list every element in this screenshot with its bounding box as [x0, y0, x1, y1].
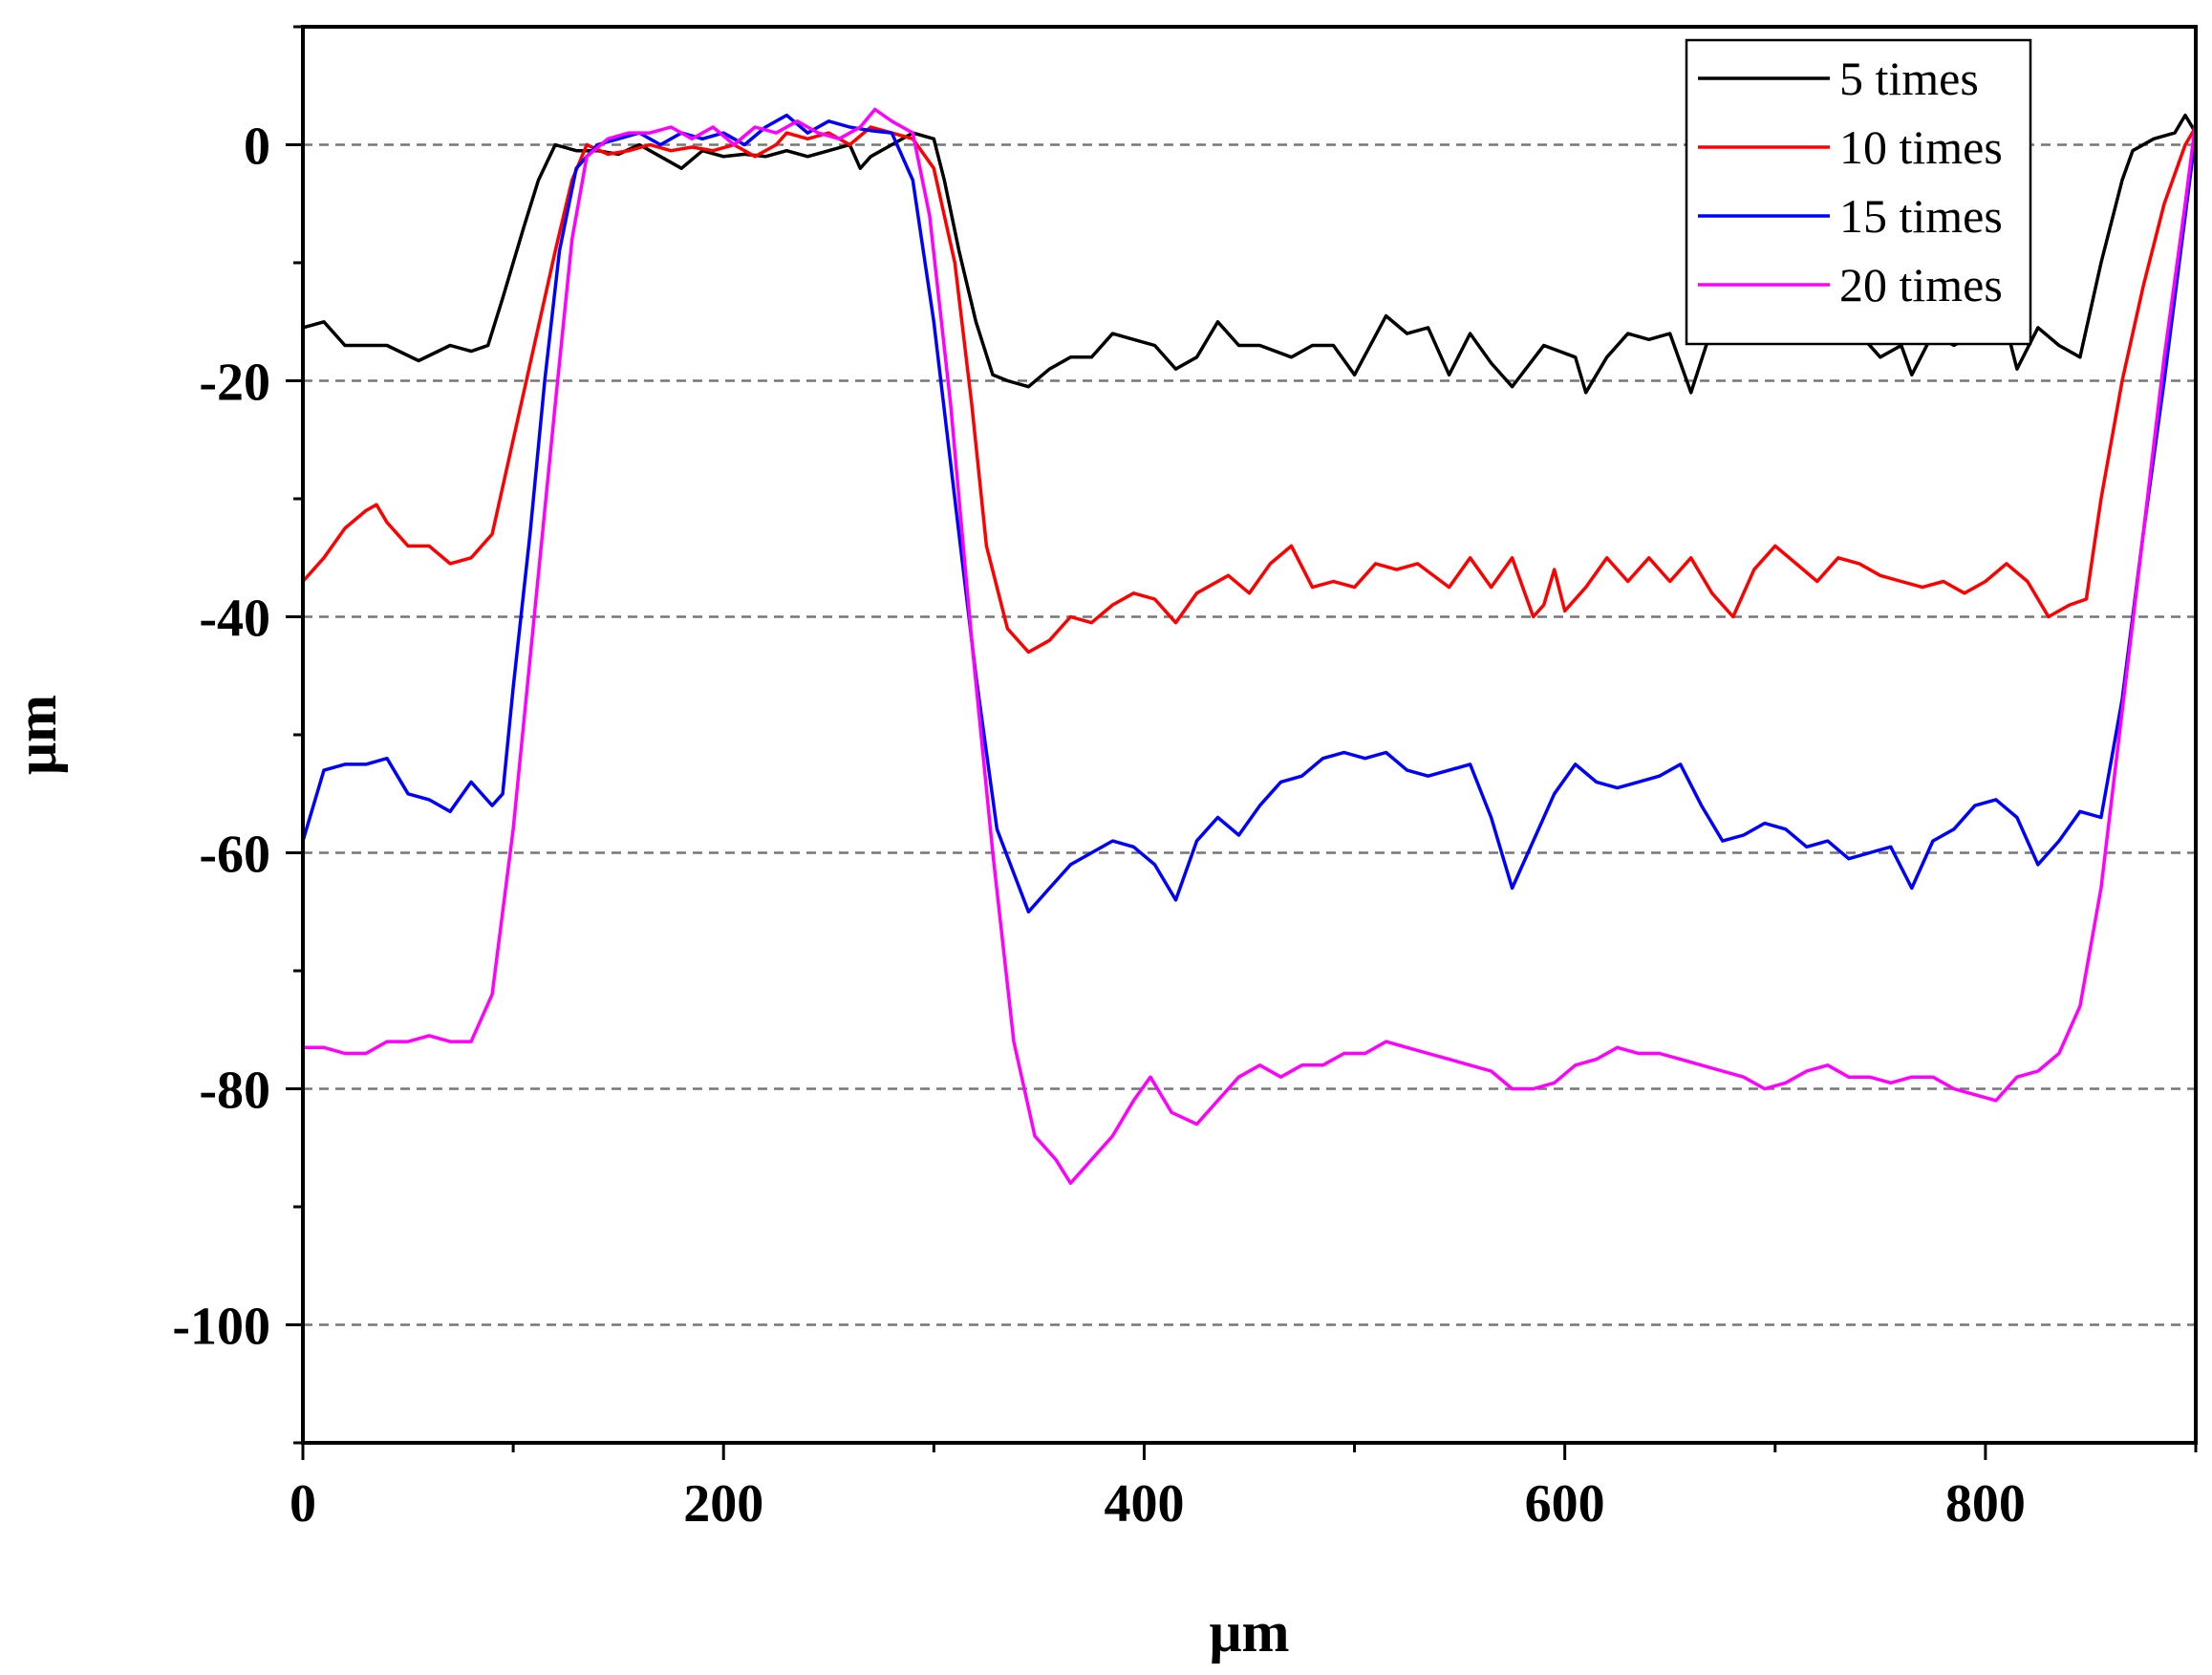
- series-line-4: [303, 107, 2198, 1186]
- x-tick-label-2: 400: [1104, 1474, 1184, 1534]
- y-tick-label-1: -20: [199, 354, 270, 413]
- y-tick-label-5: -100: [172, 1298, 270, 1357]
- series-lines: [301, 107, 2198, 1186]
- x-tick-label-1: 200: [683, 1474, 763, 1534]
- x-tick-label-3: 600: [1525, 1474, 1605, 1534]
- legend-label-3: 15 times: [1839, 189, 2003, 243]
- x-axis-title: μm: [1210, 1600, 1290, 1664]
- series-line-3: [301, 113, 2198, 914]
- legend-label-1: 5 times: [1839, 52, 1979, 105]
- series-line-2: [301, 125, 2198, 655]
- x-tick-label-0: 0: [290, 1474, 316, 1534]
- legend: 5 times 10 times 15 times 20 times: [1685, 38, 2032, 346]
- legend-label-2: 10 times: [1839, 120, 2003, 174]
- y-tick-label-2: -40: [199, 590, 270, 649]
- y-axis-title: μm: [5, 695, 68, 775]
- legend-label-4: 20 times: [1839, 258, 2003, 311]
- y-tick-label-0: 0: [244, 118, 270, 177]
- axis-ticks: 0 -20 -40 -60 -80 -100 0 200 400 600 800: [172, 25, 2198, 1534]
- legend-box: [1685, 38, 2032, 346]
- y-tick-label-4: -80: [199, 1062, 270, 1121]
- y-tick-label-3: -60: [199, 826, 270, 885]
- series-line-1: [302, 113, 2198, 395]
- x-tick-label-4: 800: [1945, 1474, 2026, 1534]
